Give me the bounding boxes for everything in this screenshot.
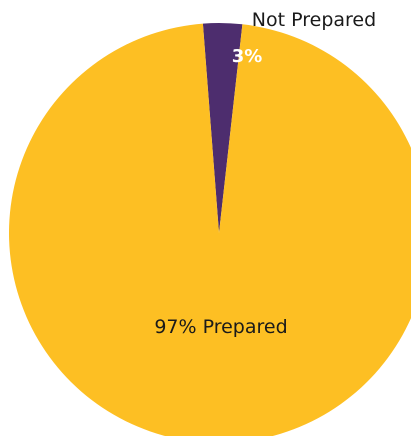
- pie-slices: [9, 23, 411, 436]
- not-prepared-percent-label: 3%: [232, 46, 263, 67]
- pie-slice-prepared: [9, 23, 411, 436]
- prepared-slice-label: 97% Prepared: [154, 316, 287, 338]
- pie-slice-not-prepared: [202, 23, 243, 234]
- not-prepared-callout-label: Not Prepared: [252, 9, 376, 31]
- pie-labels: Not Prepared 3% 97% Prepared: [154, 9, 376, 338]
